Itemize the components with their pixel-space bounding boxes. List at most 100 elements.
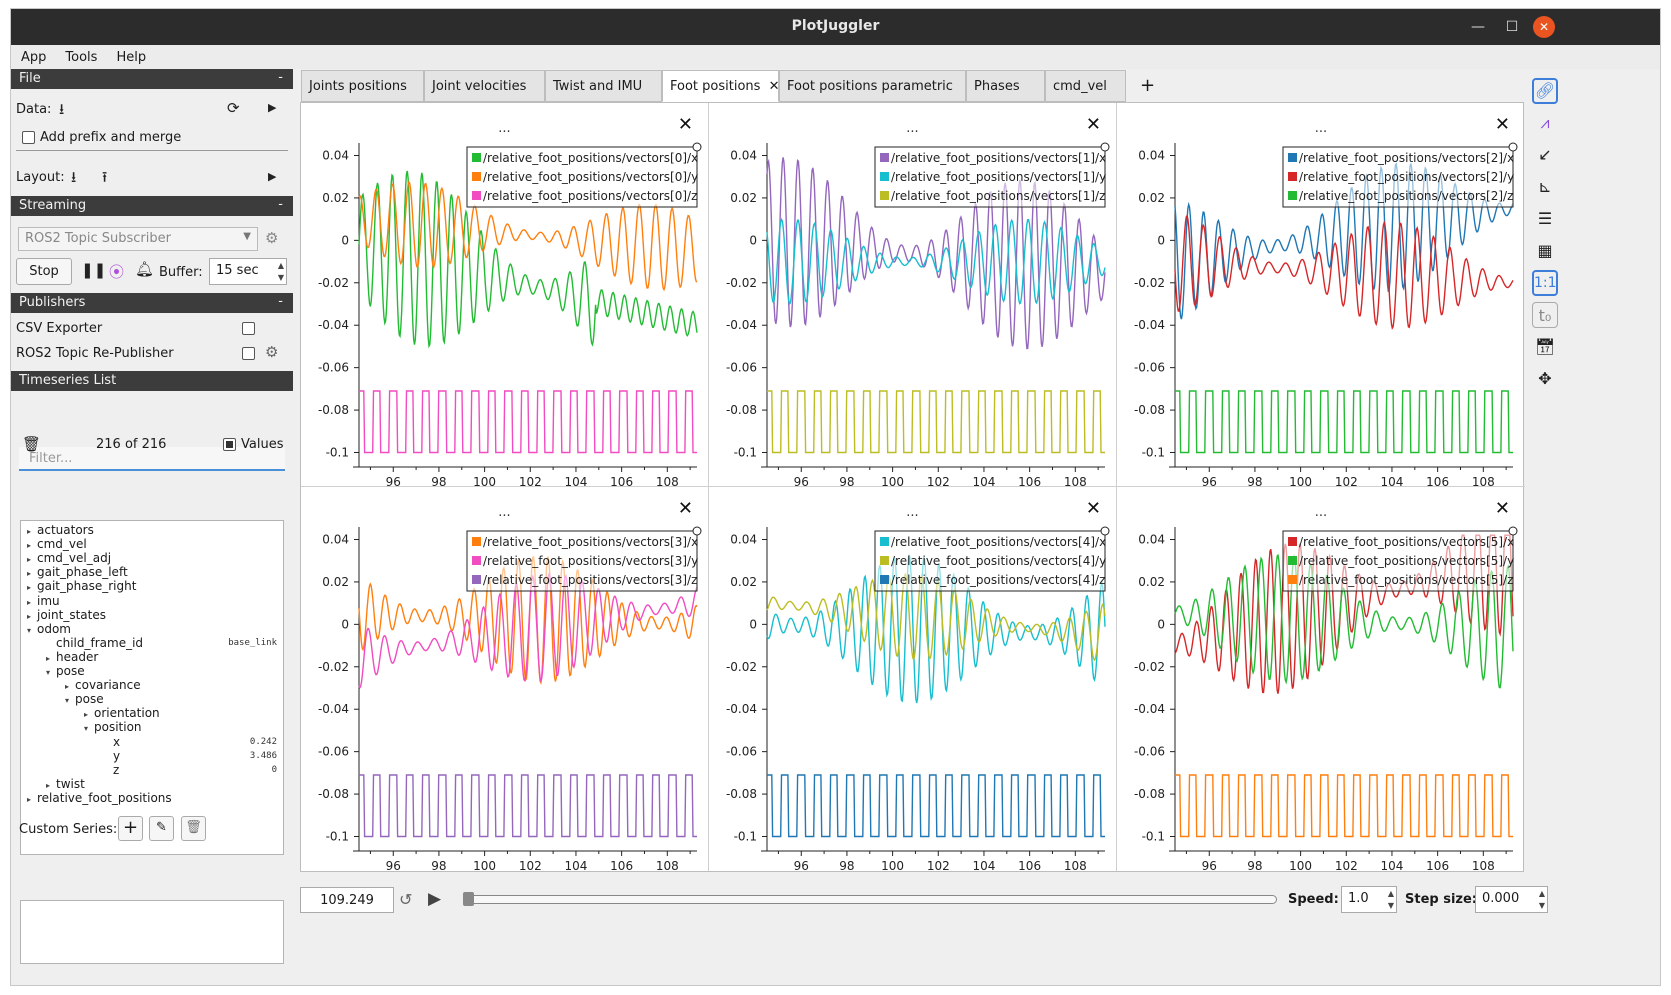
tree-toggle-icon[interactable]: ▸ bbox=[27, 794, 32, 804]
tree-item[interactable]: ▸ cmd_vel_adj bbox=[27, 551, 111, 565]
collapse-icon[interactable]: - bbox=[278, 197, 283, 212]
plot-5[interactable]: ... ✕ 0.04 0.02 0 -0.02 -0.04 -0.06 -0.08 -0.1 96 9… bbox=[1117, 487, 1525, 871]
tab-phases[interactable]: Phases bbox=[966, 70, 1045, 102]
stop-button[interactable]: Stop bbox=[16, 258, 72, 285]
spin-arrows-icon[interactable]: ▲ ▼ bbox=[1538, 889, 1545, 910]
plot-close-icon[interactable]: ✕ bbox=[1085, 114, 1101, 135]
menu-help[interactable]: Help bbox=[116, 50, 147, 65]
plot-0[interactable]: ... ✕ 0.04 0.02 0 -0.02 -0.04 -0.06 -0.08 -0.1 96 9… bbox=[301, 103, 709, 487]
time-slider[interactable] bbox=[467, 895, 1277, 904]
plot-close-icon[interactable]: ✕ bbox=[1494, 498, 1510, 519]
tree-item[interactable]: ▾ pose bbox=[65, 692, 104, 706]
timeseries-tree[interactable]: ▸ actuators ▸ cmd_vel ▸ cmd_vel_adj ▸ gait_phas… bbox=[20, 520, 284, 855]
gear-icon[interactable]: ⚙ bbox=[265, 343, 279, 361]
speed-spinbox[interactable]: 1.0 ▲ ▼ bbox=[1341, 886, 1397, 913]
publishers-section-header[interactable]: Publishers - bbox=[11, 293, 293, 313]
tab-joint-velocities[interactable]: Joint velocities bbox=[424, 70, 545, 102]
trash-icon[interactable]: 🗑︎ bbox=[22, 435, 42, 453]
tree-item[interactable]: ▸ header bbox=[46, 650, 98, 664]
tree-toggle-icon[interactable]: ▸ bbox=[27, 611, 32, 621]
streaming-source-select[interactable]: ROS2 Topic Subscriber ▼ bbox=[18, 227, 258, 251]
tree-item[interactable]: ▸ twist bbox=[46, 777, 85, 791]
close-icon[interactable]: ✕ bbox=[1533, 16, 1555, 38]
tree-toggle-icon[interactable]: ▸ bbox=[46, 780, 51, 790]
ratio-icon[interactable]: ⩘ bbox=[1540, 113, 1550, 132]
tree-item[interactable]: ▸ cmd_vel bbox=[27, 537, 87, 551]
timeseries-section-header[interactable]: Timeseries List bbox=[11, 371, 293, 391]
expand-arrow-icon[interactable]: ▶ bbox=[268, 101, 277, 114]
histogram-icon[interactable]: ⊾ bbox=[1538, 177, 1552, 196]
calendar-clock-icon[interactable]: 📅︎ bbox=[1534, 337, 1556, 356]
gear-icon[interactable]: ⚙ bbox=[265, 229, 279, 247]
play-icon[interactable]: ▶ bbox=[428, 889, 442, 909]
spin-arrows-icon[interactable]: ▲ ▼ bbox=[1387, 889, 1394, 910]
plot-menu-icon[interactable]: ... bbox=[906, 505, 919, 520]
tree-item[interactable]: ▸ orientation bbox=[84, 706, 160, 720]
plot-1[interactable]: ... ✕ 0.04 0.02 0 -0.02 -0.04 -0.06 -0.08 -0.1 96 9… bbox=[709, 103, 1117, 487]
tree-item[interactable]: ▸ relative_foot_positions bbox=[27, 791, 172, 805]
plot-4[interactable]: ... ✕ 0.04 0.02 0 -0.02 -0.04 -0.06 -0.08 -0.1 96 9… bbox=[709, 487, 1117, 871]
tree-toggle-icon[interactable]: ▸ bbox=[27, 569, 32, 579]
menu-app[interactable]: App bbox=[21, 50, 47, 65]
arrow-icon[interactable]: ↙ bbox=[1538, 145, 1552, 164]
broadcast-icon[interactable]: ⦿ bbox=[109, 263, 125, 281]
tab-twist-imu[interactable]: Twist and IMU bbox=[545, 70, 662, 102]
plot-svg[interactable]: 0.04 0.02 0 -0.02 -0.04 -0.06 -0.08 -0.1 96 98 100… bbox=[709, 487, 1117, 871]
reload-icon[interactable]: ⟳ bbox=[227, 99, 240, 117]
move-icon[interactable]: ✥ bbox=[1538, 369, 1552, 388]
plot-close-icon[interactable]: ✕ bbox=[1085, 498, 1101, 519]
loop-icon[interactable]: ↺ bbox=[399, 890, 413, 909]
spin-arrows-icon[interactable]: ▲ ▼ bbox=[277, 261, 284, 282]
plot-svg[interactable]: 0.04 0.02 0 -0.02 -0.04 -0.06 -0.08 -0.1 96 98 100… bbox=[709, 103, 1117, 487]
tree-toggle-icon[interactable]: ▸ bbox=[27, 527, 32, 536]
tree-item[interactable]: ▸ actuators bbox=[27, 523, 94, 537]
tree-toggle-icon[interactable]: ▸ bbox=[27, 597, 32, 607]
tree-toggle-icon[interactable]: ▸ bbox=[65, 682, 70, 692]
publisher-ros2-checkbox[interactable] bbox=[242, 347, 255, 360]
plot-svg[interactable]: 0.04 0.02 0 -0.02 -0.04 -0.06 -0.08 -0.1 96 98 100… bbox=[1117, 103, 1525, 487]
tab-foot-positions[interactable]: Foot positions ✕ bbox=[662, 70, 779, 102]
bell-icon[interactable]: 🔔︎ bbox=[135, 260, 155, 278]
tree-item[interactable]: ▸ gait_phase_left bbox=[27, 565, 128, 579]
edit-custom-button[interactable]: ✎ bbox=[149, 816, 174, 841]
streaming-section-header[interactable]: Streaming - bbox=[11, 196, 293, 216]
layout-arrow-icon[interactable]: ▶ bbox=[268, 170, 277, 183]
tree-item[interactable]: ▸ covariance bbox=[65, 678, 141, 692]
load-layout-icon[interactable]: ⭳ bbox=[71, 168, 77, 186]
link-icon[interactable]: 🔗︎ bbox=[1532, 78, 1558, 104]
tab-close-icon[interactable]: ✕ bbox=[768, 79, 780, 94]
tree-item[interactable]: y bbox=[103, 749, 120, 763]
plot-svg[interactable]: 0.04 0.02 0 -0.02 -0.04 -0.06 -0.08 -0.1 96 98 100… bbox=[301, 487, 709, 871]
plot-menu-icon[interactable]: ... bbox=[498, 505, 511, 520]
delete-custom-button[interactable]: 🗑︎ bbox=[181, 816, 206, 841]
tree-toggle-icon[interactable]: ▸ bbox=[46, 653, 51, 663]
tree-item[interactable]: ▾ position bbox=[84, 720, 142, 734]
tree-item[interactable]: ▾ odom bbox=[27, 622, 71, 636]
plot-3[interactable]: ... ✕ 0.04 0.02 0 -0.02 -0.04 -0.06 -0.08 -0.1 96 9… bbox=[301, 487, 709, 871]
collapse-icon[interactable]: - bbox=[278, 70, 283, 85]
grid-icon[interactable]: ▦ bbox=[1537, 241, 1553, 260]
tree-item[interactable]: ▾ pose bbox=[46, 664, 85, 678]
one-to-one-icon[interactable]: 1:1 bbox=[1532, 270, 1558, 296]
tree-toggle-icon[interactable]: ▸ bbox=[27, 583, 32, 593]
tree-item[interactable]: ▸ imu bbox=[27, 594, 60, 608]
tab-cmd-vel[interactable]: cmd_vel bbox=[1045, 70, 1126, 102]
pause-icon[interactable]: ❚❚ bbox=[81, 261, 107, 279]
plot-2[interactable]: ... ✕ 0.04 0.02 0 -0.02 -0.04 -0.06 -0.08 -0.1 96 9… bbox=[1117, 103, 1525, 487]
tab-joints-positions[interactable]: Joints positions bbox=[301, 70, 424, 102]
t0-icon[interactable]: t₀ bbox=[1532, 302, 1558, 328]
tree-toggle-icon[interactable]: ▸ bbox=[27, 541, 32, 551]
tree-toggle-icon[interactable]: ▾ bbox=[27, 625, 32, 635]
add-tab-icon[interactable]: + bbox=[1140, 75, 1156, 96]
list-icon[interactable]: ☰ bbox=[1537, 209, 1553, 228]
plot-close-icon[interactable]: ✕ bbox=[1494, 114, 1510, 135]
buffer-spinbox[interactable]: 15 sec ▲ ▼ bbox=[209, 258, 287, 285]
step-size-spinbox[interactable]: 0.000 ▲ ▼ bbox=[1475, 886, 1548, 913]
publisher-csv-checkbox[interactable] bbox=[242, 322, 255, 335]
collapse-icon[interactable]: - bbox=[278, 294, 283, 309]
menu-tools[interactable]: Tools bbox=[65, 50, 98, 65]
tree-item[interactable]: x bbox=[103, 735, 120, 749]
file-section-header[interactable]: File - bbox=[11, 69, 293, 89]
tree-item[interactable]: ▸ gait_phase_right bbox=[27, 579, 136, 593]
plot-close-icon[interactable]: ✕ bbox=[677, 498, 693, 519]
